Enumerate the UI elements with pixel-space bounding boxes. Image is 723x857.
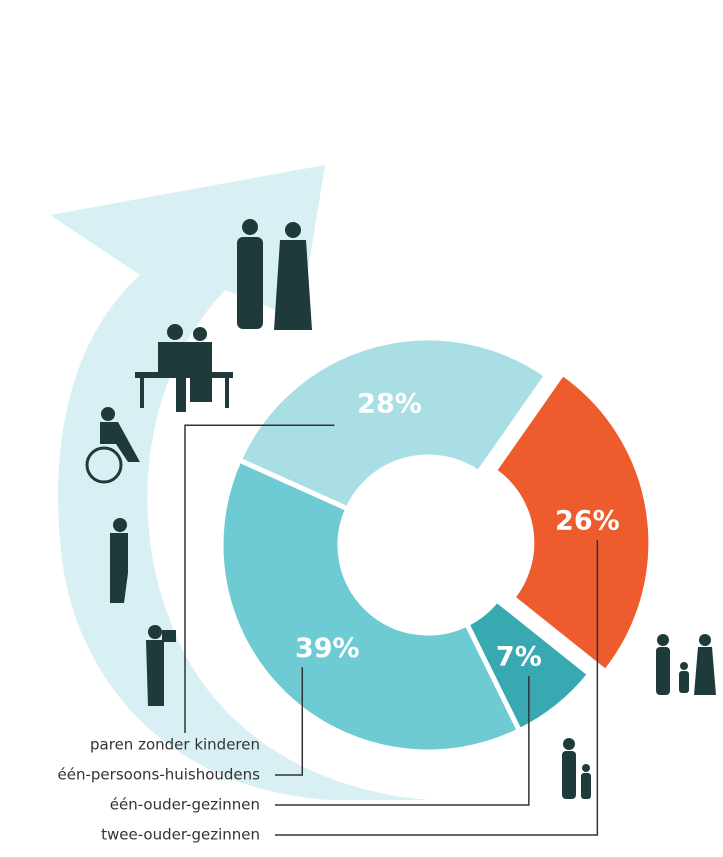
value-label: 26% xyxy=(555,506,620,537)
legend-label: twee-ouder-gezinnen xyxy=(101,826,260,844)
legend-label: één-ouder-gezinnen xyxy=(110,796,260,814)
legend-label: één-persoons-huishoudens xyxy=(58,766,261,784)
value-label: 28% xyxy=(357,389,422,420)
legend-label: paren zonder kinderen xyxy=(90,736,260,754)
value-label: 7% xyxy=(496,642,542,673)
value-label: 39% xyxy=(295,633,360,664)
chart: 28% 26% 7% 39% paren zonder kinderen één-pers… xyxy=(0,0,723,857)
